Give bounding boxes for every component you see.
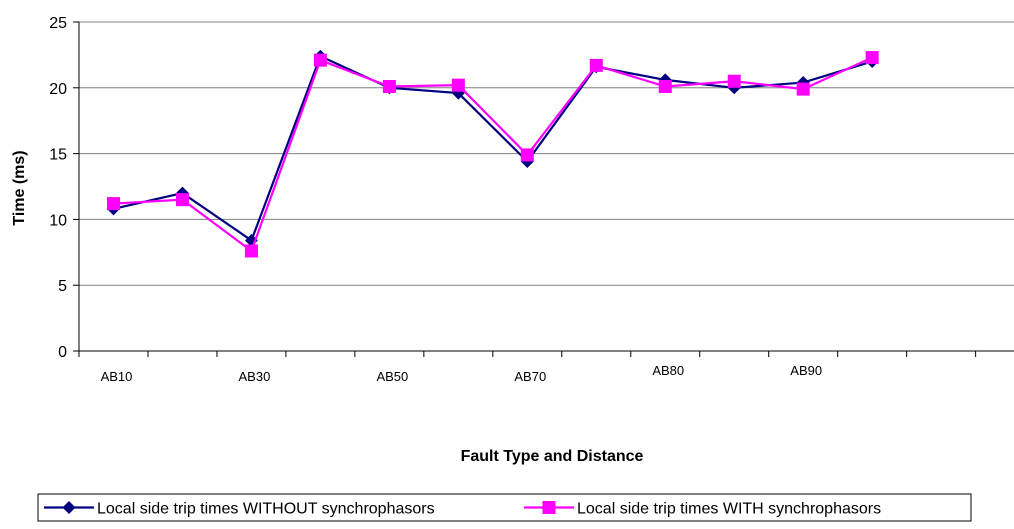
series-2: [106, 51, 879, 258]
data-point: [589, 58, 603, 72]
data-point: [244, 233, 258, 247]
x-tick-label: AB10: [101, 369, 133, 384]
data-point: [796, 82, 810, 96]
legend-entry-1: Local side trip times WITHOUT synchropha…: [44, 501, 435, 518]
data-point: [451, 78, 465, 92]
series-line: [113, 54, 873, 243]
x-axis-title: Fault Type and Distance: [461, 448, 644, 465]
legend-marker: [542, 501, 556, 514]
data-point: [520, 148, 534, 162]
y-tick-label: 5: [58, 278, 67, 295]
x-tick-label: AB50: [376, 369, 408, 384]
legend-box: [37, 493, 972, 522]
axes: 0 5 10 15 20 25 AB10 AB30 AB50 AB70 AB80 AB90: [49, 15, 1014, 384]
x-tick-label: AB80: [652, 363, 684, 378]
data-point: [658, 79, 672, 93]
x-tick-label: AB30: [239, 369, 271, 384]
x-tick-label: AB90: [790, 363, 822, 378]
series-1: [106, 49, 879, 247]
y-tick-label: 10: [49, 212, 67, 229]
y-tick-label: 25: [49, 15, 67, 32]
y-tick-label: 15: [49, 147, 67, 164]
data-point: [244, 244, 258, 258]
data-point: [313, 53, 327, 67]
gridlines: [79, 21, 1014, 286]
legend-entry-2: Local side trip times WITH synchrophasor…: [524, 501, 881, 518]
data-point: [727, 74, 741, 88]
legend-label: Local side trip times WITH synchrophasor…: [577, 501, 881, 518]
data-point: [106, 197, 120, 211]
legend: Local side trip times WITHOUT synchropha…: [37, 493, 972, 522]
x-tick-label: AB70: [514, 369, 546, 384]
y-tick-label: 0: [58, 344, 67, 361]
y-axis-title: Time (ms): [11, 150, 28, 225]
legend-label: Local side trip times WITHOUT synchropha…: [97, 501, 435, 518]
series: [106, 49, 879, 258]
data-point: [175, 193, 189, 207]
y-tick-label: 20: [49, 81, 67, 98]
series-line: [113, 56, 873, 253]
legend-marker: [62, 501, 76, 514]
data-point: [382, 79, 396, 93]
data-point: [865, 51, 879, 65]
